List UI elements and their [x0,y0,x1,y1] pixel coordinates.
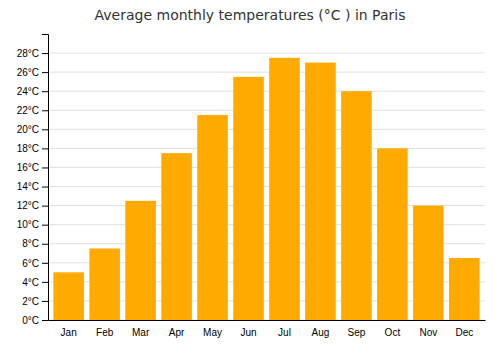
y-tick-mark [42,53,48,54]
bar [197,115,228,320]
x-tick-label: Dec [455,327,473,338]
grid-line [48,148,485,149]
x-tick: Aug [312,327,330,338]
x-axis-line [49,320,486,321]
x-tick: Feb [96,327,114,338]
title: Average monthly temperatures (°C ) in Pa… [95,7,406,23]
y-tick-label: 10°C [17,219,39,230]
y-tick: 26°C [17,67,48,78]
y-axis-line [42,35,49,321]
y-tick-label: 2°C [22,296,39,307]
y-tick-label: 6°C [22,258,39,269]
grid-line [48,91,485,92]
bars [53,58,479,320]
y-tick: 24°C [17,86,48,97]
grid-line [48,53,485,54]
y-tick-label: 26°C [17,67,39,78]
y-tick-mark [42,72,48,73]
bar [89,249,120,321]
x-tick-label: Jun [240,327,256,338]
bar [377,148,408,320]
bar [449,258,480,320]
x-tick: Sep [348,327,366,338]
y-tick-mark [42,263,48,264]
bar [341,91,372,320]
x-tick-label: Apr [169,327,185,338]
bar [53,272,84,320]
y-tick-label: 22°C [17,105,39,116]
y-tick: 12°C [17,200,48,211]
bar [305,63,336,320]
x-tick: May [203,327,222,338]
x-tick: Apr [169,327,185,338]
y-tick: 10°C [17,219,48,230]
x-tick-label: May [203,327,222,338]
grid-line [48,167,485,168]
y-tick-mark [42,148,48,149]
x-tick-label: Mar [132,327,150,338]
y-axis: 0°C 2°C 4°C 6°C 8°C 10°C 12°C 14°C 16°C 18°C 20°C 2… [17,35,49,326]
x-tick-label: Oct [385,327,401,338]
y-tick: 0°C [22,315,48,326]
y-tick-mark [42,225,48,226]
plot: 0°C 2°C 4°C 6°C 8°C 10°C 12°C 14°C 16°C 18°C 20°C 2… [17,35,486,339]
grid-line [48,110,485,111]
x-axis: Jan Feb Mar Apr May Jun Jul Aug Sep Oct Nov Dec [49,321,486,339]
y-tick: 2°C [22,296,48,307]
y-tick-mark [42,301,48,302]
y-tick-label: 0°C [22,315,39,326]
y-tick-label: 24°C [17,86,39,97]
grid [48,53,485,320]
x-tick-label: Jul [278,327,291,338]
y-tick: 16°C [17,162,48,173]
y-tick-label: 20°C [17,124,39,135]
grid-line [48,129,485,130]
x-tick-label: Jan [61,327,77,338]
y-tick-mark [42,91,48,92]
bar [269,58,300,320]
y-tick: 22°C [17,105,48,116]
y-tick: 20°C [17,124,48,135]
x-tick: Jun [240,327,256,338]
y-tick-mark [42,244,48,245]
y-tick-mark [42,167,48,168]
y-tick-label: 14°C [17,181,39,192]
bar [413,206,444,320]
y-tick-label: 12°C [17,200,39,211]
bar [233,77,264,320]
x-tick: Jan [61,327,77,338]
y-tick: 18°C [17,143,48,154]
y-tick-label: 28°C [17,48,39,59]
grid-line [48,72,485,73]
y-tick: 4°C [22,277,48,288]
y-tick: 28°C [17,48,48,59]
bar [125,201,156,320]
y-tick: 8°C [22,238,48,249]
x-tick: Oct [385,327,401,338]
y-tick: 6°C [22,258,48,269]
x-tick: Dec [455,327,473,338]
x-tick: Nov [419,327,437,338]
y-tick-label: 4°C [22,277,39,288]
y-tick: 14°C [17,181,48,192]
y-tick-label: 8°C [22,238,39,249]
x-tick-label: Feb [96,327,114,338]
y-tick-label: 16°C [17,162,39,173]
grid-line [48,186,485,187]
y-tick-mark [42,129,48,130]
y-tick-mark [42,320,48,321]
y-tick-mark [42,206,48,207]
x-tick-label: Aug [312,327,330,338]
x-tick: Jul [278,327,291,338]
y-tick-label: 18°C [17,143,39,154]
x-tick-label: Sep [348,327,366,338]
y-tick-mark [42,282,48,283]
x-tick: Mar [132,327,150,338]
y-tick-mark [42,110,48,111]
x-tick-label: Nov [419,327,437,338]
bar [161,153,192,320]
chart: Average monthly temperatures (°C ) in Pa… [0,0,500,350]
y-tick-mark [42,187,48,188]
